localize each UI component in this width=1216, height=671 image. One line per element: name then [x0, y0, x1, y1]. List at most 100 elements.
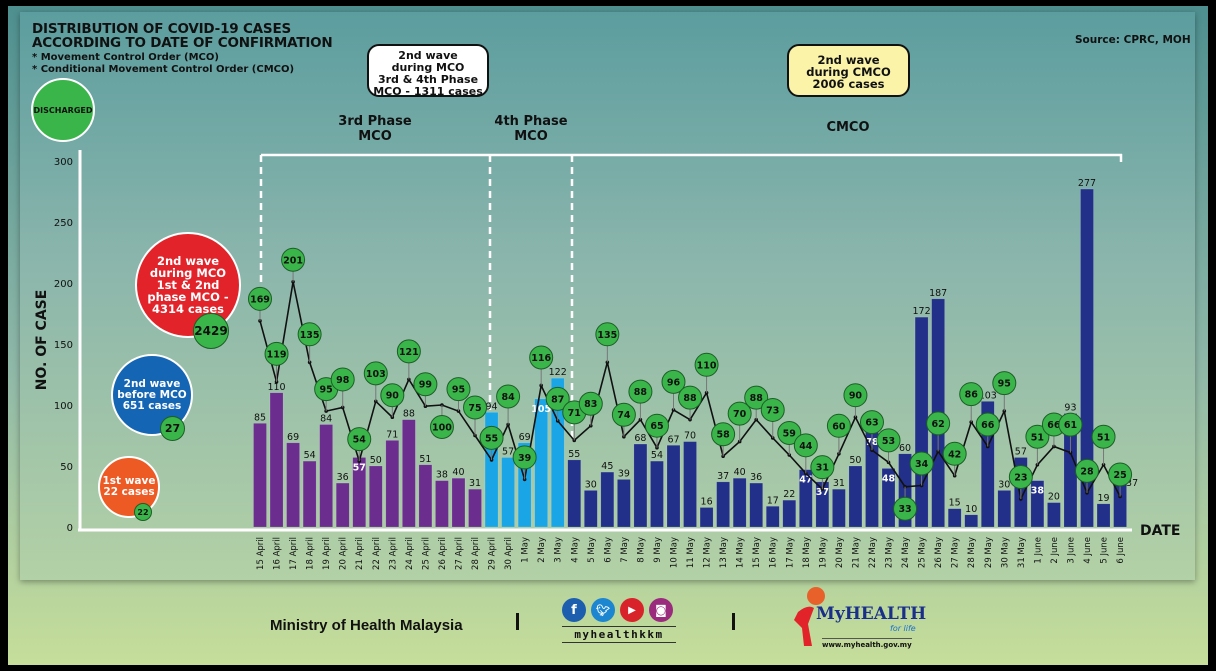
bar-value-label: 47 [799, 475, 812, 486]
facebook-icon[interactable]: f [562, 598, 586, 622]
bubble-line: 651 cases [122, 399, 182, 412]
discharged-22: 22 [134, 503, 152, 521]
discharged-point [1035, 462, 1040, 467]
x-tick-label: 18 May [802, 537, 812, 568]
discharged-value-label: 84 [501, 392, 515, 403]
bubble-line: 22 cases [103, 486, 155, 498]
x-tick-label: 19 April [322, 537, 332, 570]
bar-value-label: 16 [701, 496, 713, 507]
x-tick-label: 17 April [289, 537, 299, 570]
bar-30-may [997, 490, 1012, 528]
bubble-line: 1st wave [102, 475, 156, 487]
bar-value-label: 57 [353, 462, 366, 473]
source-label: Source: CPRC, MOH [1075, 34, 1191, 46]
discharged-marker [512, 445, 537, 470]
bar-23-april [385, 440, 400, 528]
x-tick-label: 28 April [471, 537, 481, 570]
title-line-1: DISTRIBUTION OF COVID-19 CASES [32, 21, 291, 37]
discharged-marker [347, 427, 372, 452]
bar-value-label: 51 [419, 454, 431, 465]
bubble-line: before MCO [117, 388, 187, 401]
bar-28-april [468, 488, 482, 528]
bar-18-april [302, 460, 317, 528]
bar-value-label: 15 [949, 498, 961, 509]
discharged-marker [595, 322, 620, 347]
discharged-value-label: 28 [1080, 466, 1094, 477]
discharged-value-label: 58 [717, 430, 731, 441]
bar-value-label: 22 [783, 489, 795, 500]
discharged-point [737, 439, 742, 444]
discharged-value-label: 63 [865, 418, 878, 429]
discharged-marker [330, 367, 355, 392]
discharged-marker [727, 401, 752, 426]
bar-26-april [435, 480, 449, 528]
discharged-marker [1008, 464, 1033, 489]
bar-value-label: 31 [833, 478, 845, 489]
discharged-value-label: 87 [551, 394, 564, 405]
bar-value-label: 57 [1015, 446, 1027, 457]
social-handle[interactable]: myhealthkkm [562, 626, 676, 643]
x-tick-label: 14 May [736, 537, 746, 568]
discharged-value-label: 95 [320, 385, 333, 396]
x-tick-label: 6 May [603, 537, 613, 563]
discharged-marker [297, 322, 322, 347]
instagram-icon[interactable]: ◙ [649, 598, 673, 622]
discharged-marker [760, 397, 785, 422]
x-tick-labels: 15 April 16 April 17 April 18 April 19 April… [256, 537, 1126, 570]
website-link[interactable]: www.myhealth.gov.my [822, 638, 912, 649]
callout-cmco: 2nd wave during CMCO 2006 cases [787, 44, 910, 97]
discharged-value-label: 25 [1113, 470, 1126, 481]
bar-13-may [716, 481, 730, 528]
bar-15-april [253, 423, 267, 528]
discharged-value-label: 66 [981, 420, 995, 431]
discharged-value-label: 54 [353, 435, 367, 446]
discharged-marker [793, 433, 818, 458]
discharged-value-label: 201 [283, 255, 303, 266]
bar-value-label: 71 [386, 429, 398, 440]
bar-20-may [832, 488, 846, 528]
discharged-value-label: 135 [300, 330, 320, 341]
bar-23-may [881, 468, 896, 528]
discharged-value-label: 60 [832, 421, 846, 432]
y-tick-label: 150 [54, 340, 73, 351]
youtube-icon[interactable]: ▶ [620, 598, 644, 622]
chart-title: DISTRIBUTION OF COVID-19 CASES ACCORDING… [32, 22, 333, 50]
bar-10-may [666, 445, 681, 528]
ministry-name: Ministry of Health Malaysia [270, 617, 463, 634]
x-tick-label: 5 May [587, 537, 597, 563]
discharged-value-label: 99 [419, 380, 432, 391]
discharged-marker [661, 369, 686, 394]
bar-27-may [947, 508, 962, 528]
discharged-value-label: 88 [634, 387, 648, 398]
x-tick-label: 4 May [570, 537, 580, 563]
bar-value-label: 45 [601, 461, 613, 472]
bar-12-may [699, 507, 714, 528]
callout-mco-phase-3-4: 2nd wave during MCO 3rd & 4th Phase MCO … [367, 44, 489, 98]
x-tick-label: 23 April [388, 537, 398, 570]
bar-16-april [269, 392, 284, 528]
twitter-icon[interactable]: 🐦︎ [591, 598, 615, 622]
bubble-line: 2nd wave [156, 254, 220, 268]
callout-line: 2006 cases [812, 77, 885, 91]
bubble-line: 4314 cases [151, 302, 225, 316]
discharged-marker [694, 352, 719, 377]
callout-line: MCO - 1311 cases [373, 85, 483, 98]
bar-value-label: 37 [1126, 478, 1138, 489]
bar-5-may [584, 490, 598, 528]
discharged-marker [1091, 424, 1116, 449]
bar-25-april [418, 464, 433, 528]
discharged-point [886, 460, 891, 465]
discharged-2429: 2429 [193, 313, 229, 349]
discharged-marker [281, 247, 306, 272]
discharged-point [969, 420, 974, 424]
discharged-marker [992, 371, 1017, 396]
bar-15-may [749, 482, 763, 528]
discharged-marker [429, 415, 454, 439]
discharged-value-label: 116 [531, 353, 551, 364]
discharged-marker [264, 341, 289, 366]
bubble-line: 2nd wave [123, 377, 181, 390]
bar-value-label: 110 [267, 382, 285, 393]
x-tick-label: 28 May [967, 537, 977, 568]
x-tick-label: 19 May [818, 537, 828, 568]
discharged-marker [876, 428, 901, 453]
